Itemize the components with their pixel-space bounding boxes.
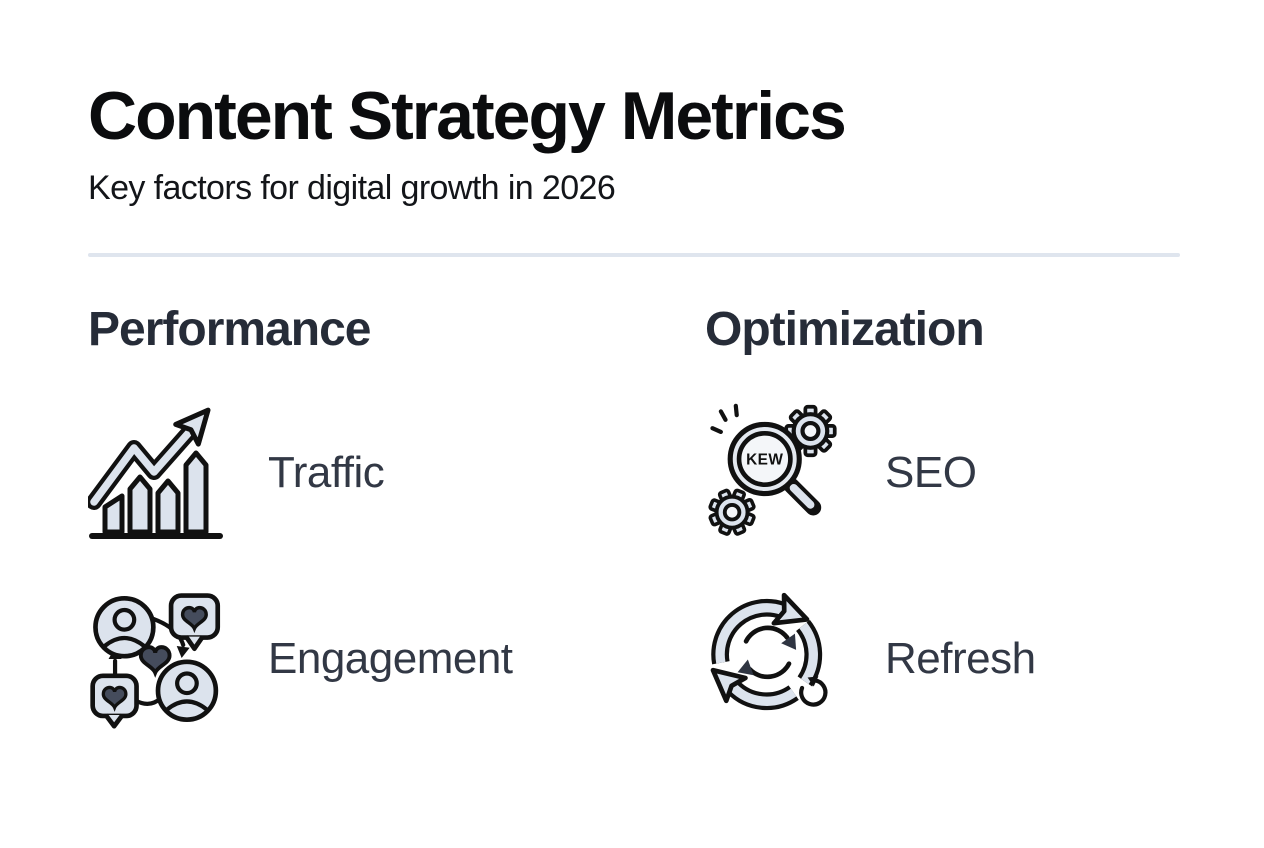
page-subtitle: Key factors for digital growth in 2026 (88, 169, 616, 208)
divider (88, 252, 1180, 257)
metrics-grid: Performance (88, 301, 1180, 731)
gear-icon (784, 405, 837, 458)
item-label-traffic: Traffic (268, 448, 385, 498)
users-hearts-engagement-icon (88, 588, 228, 730)
section-heading-performance: Performance (88, 302, 371, 356)
item-traffic: Traffic (88, 402, 705, 544)
section-heading-optimization: Optimization (705, 302, 985, 356)
traffic-growth-chart-icon (88, 402, 228, 544)
page-title: Content Strategy Metrics (88, 78, 847, 154)
item-engagement: Engagement (88, 588, 705, 730)
item-label-engagement: Engagement (268, 634, 513, 684)
seo-keyword-text: KEW (746, 452, 783, 469)
mini-refresh-icon (799, 676, 828, 708)
infographic-page: Content Strategy Metrics Key factors for… (88, 78, 1180, 731)
gear-icon (708, 489, 756, 537)
section-optimization: Optimization (705, 301, 1180, 731)
item-refresh: Refresh (705, 588, 1180, 730)
item-label-seo: SEO (885, 448, 977, 498)
item-seo: KEW SEO (705, 402, 1180, 544)
magnifier-gears-seo-icon: KEW (705, 402, 845, 544)
section-performance: Performance (88, 301, 705, 731)
item-label-refresh: Refresh (885, 634, 1036, 684)
circular-arrows-refresh-icon (705, 588, 845, 730)
